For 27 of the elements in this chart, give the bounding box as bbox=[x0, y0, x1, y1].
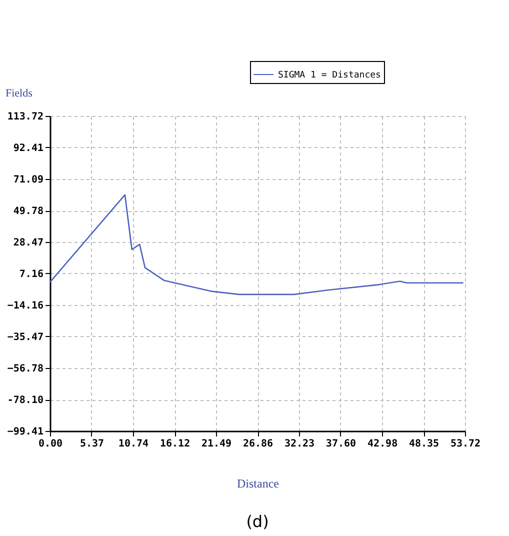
x-tick-label: 21.49 bbox=[201, 438, 232, 450]
y-tick-label: 92.41 bbox=[13, 142, 44, 154]
y-tick-label: −35.47 bbox=[7, 332, 44, 343]
x-tick-label: 0.00 bbox=[38, 438, 63, 450]
y-tick-label: 7.16 bbox=[19, 268, 44, 280]
x-tick-label: 37.60 bbox=[326, 438, 356, 450]
y-tick-label: −99.41 bbox=[7, 426, 44, 438]
y-tick-label: −14.16 bbox=[7, 300, 44, 312]
x-tick-label: 10.74 bbox=[118, 438, 149, 450]
x-tick-label: 42.98 bbox=[367, 438, 398, 450]
x-tick-label: 48.35 bbox=[408, 438, 440, 450]
x-tick-label: 26.86 bbox=[242, 438, 274, 450]
x-tick-label: 5.37 bbox=[80, 438, 104, 450]
y-tick-label: 28.47 bbox=[13, 237, 44, 248]
x-tick-label: 53.72 bbox=[450, 438, 481, 450]
x-tick-label: 16.12 bbox=[160, 438, 190, 450]
y-axis-title: Fields bbox=[6, 88, 32, 100]
legend-label: SIGMA 1 = Distances bbox=[278, 70, 381, 80]
text: (d) bbox=[246, 512, 269, 531]
y-tick-label: 71.09 bbox=[13, 174, 44, 186]
x-tick-label: 32.23 bbox=[284, 438, 315, 450]
y-tick-label: −56.78 bbox=[7, 363, 44, 374]
y-tick-label: 49.78 bbox=[13, 206, 44, 217]
y-tick-label: -78.10 bbox=[7, 395, 44, 406]
line-series bbox=[49, 194, 464, 296]
x-axis-title: Distance bbox=[237, 476, 279, 490]
y-tick-label: 113.72 bbox=[7, 112, 44, 122]
